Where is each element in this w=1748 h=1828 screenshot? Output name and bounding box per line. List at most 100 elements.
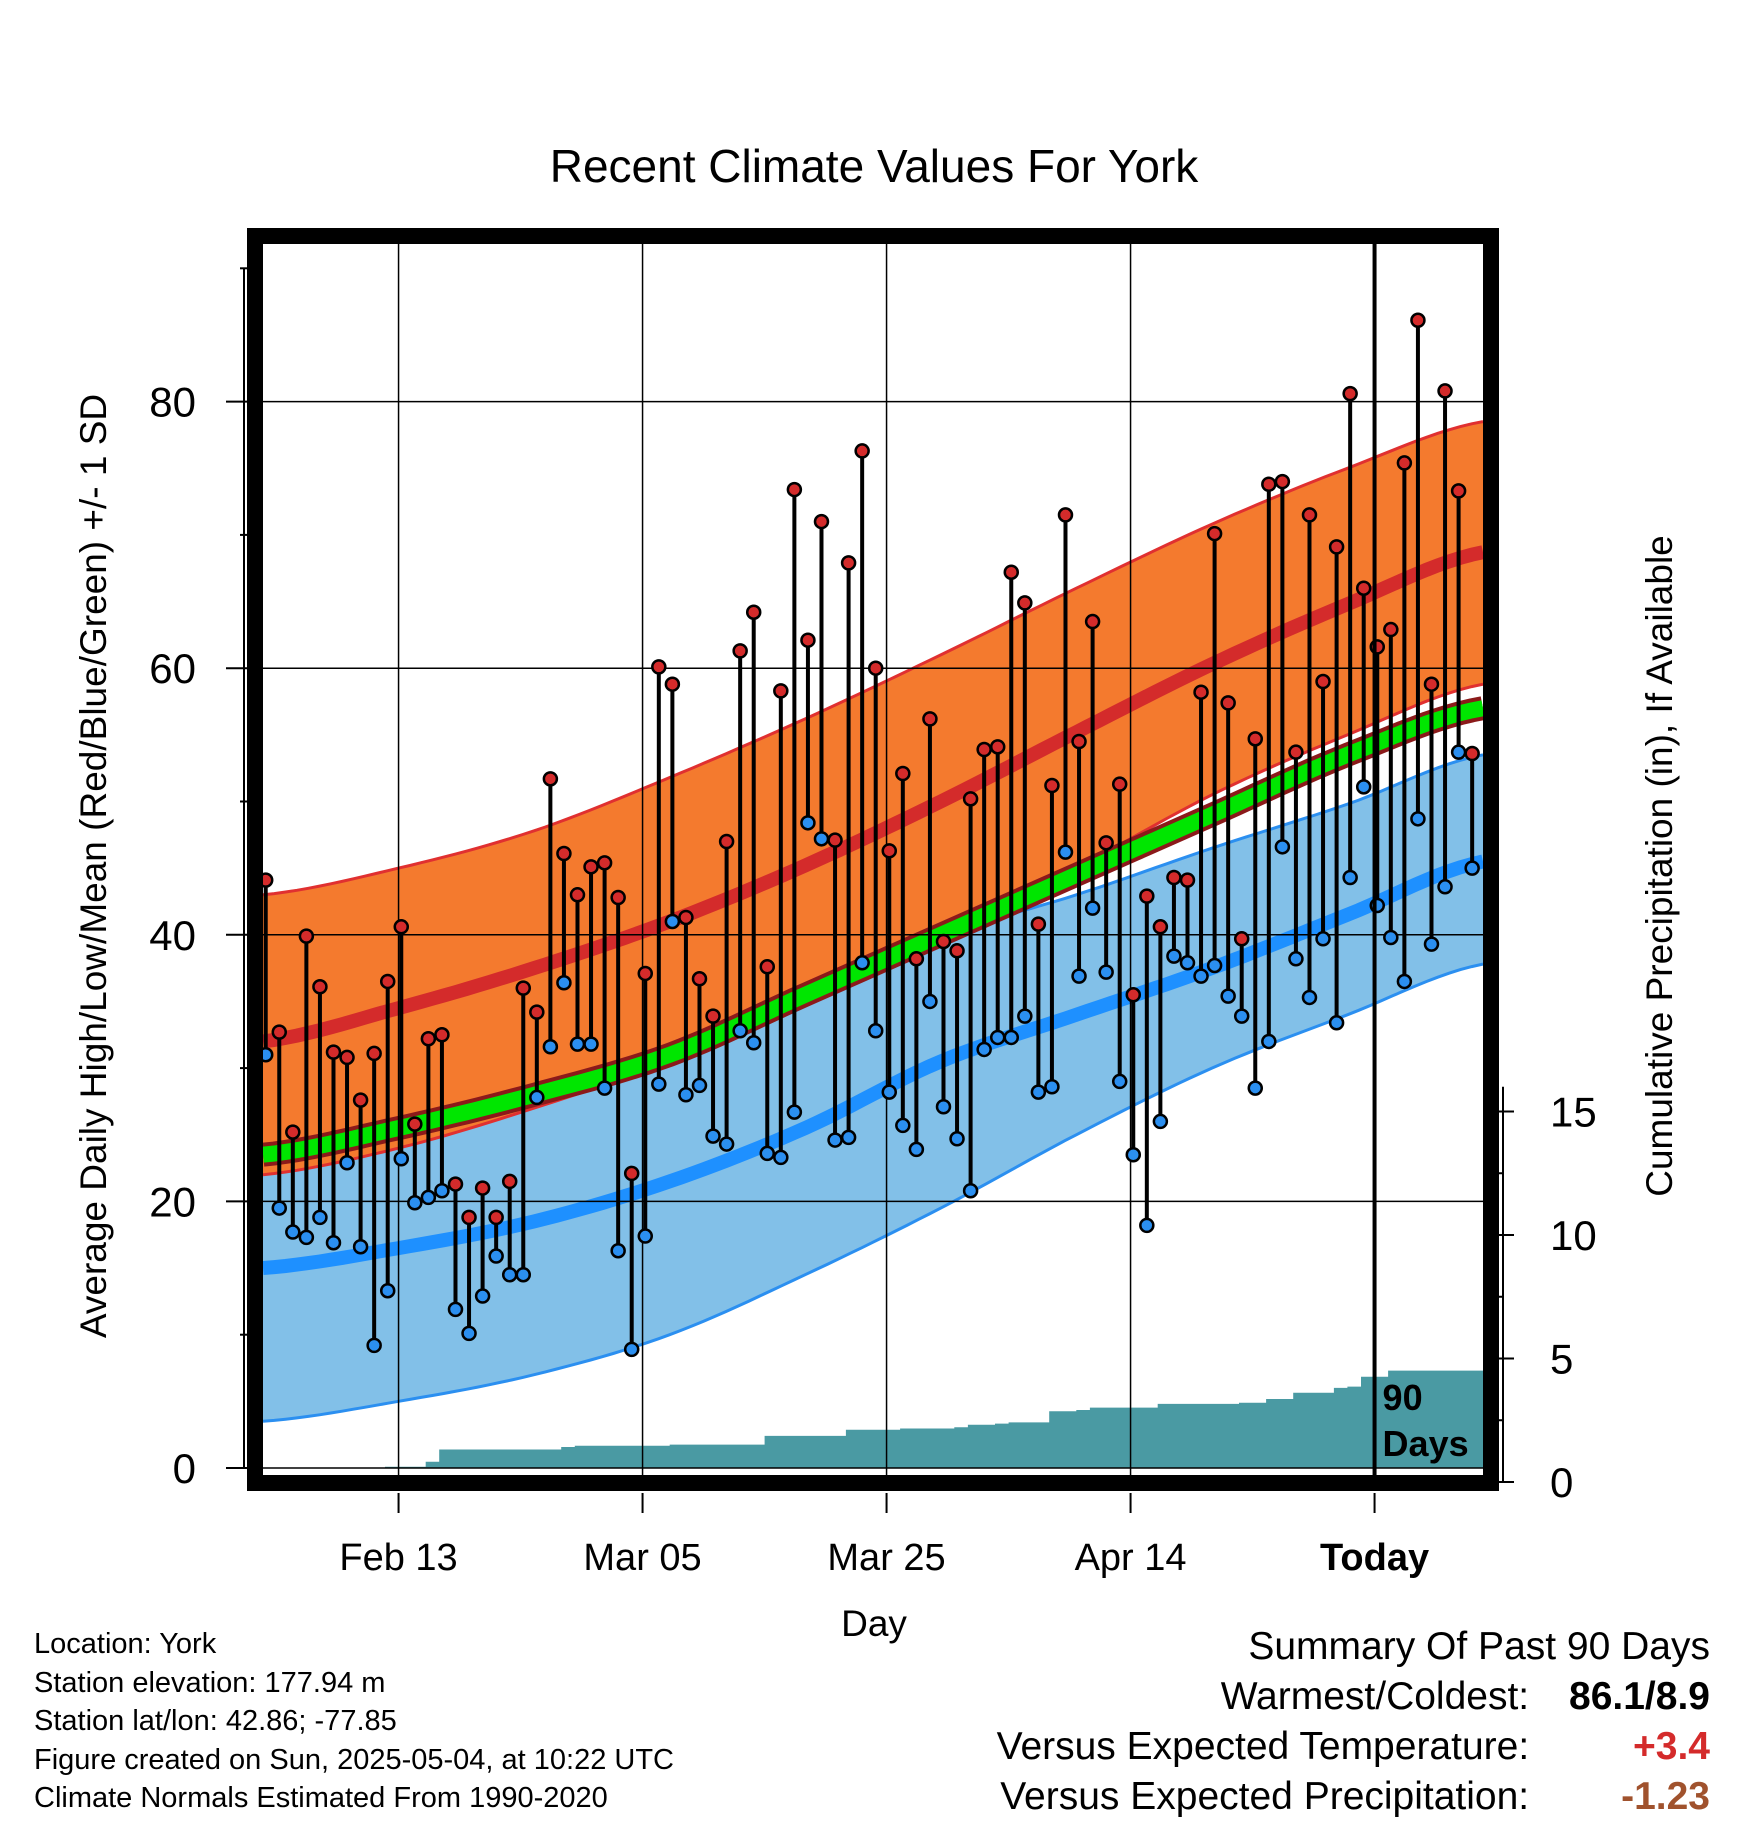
daily-low-point (867, 1023, 884, 1039)
low-lower-line (263, 962, 1483, 1423)
warmest-value: 86.1/8.9 (1569, 1675, 1710, 1718)
daily-low-point (529, 1089, 545, 1106)
daily-low-point (263, 1047, 274, 1063)
daily-low-point (583, 1036, 599, 1052)
daily-high-point (1383, 621, 1399, 638)
daily-high-point (691, 971, 708, 987)
x-tick-label: Mar 05 (583, 1537, 701, 1579)
created-text: Figure created on Sun, 2025-05-04, at 10… (34, 1743, 674, 1776)
daily-low-point (285, 1224, 301, 1240)
daily-low-point (935, 1099, 952, 1115)
high-upper-line (263, 420, 1483, 897)
daily-low-point (1261, 1033, 1277, 1050)
daily-high-point (1098, 835, 1114, 851)
summary-title: Summary Of Past 90 Days (1248, 1625, 1710, 1668)
daily-high-point (1423, 676, 1440, 692)
daily-high-point (1410, 312, 1426, 329)
daily-high-point (366, 1045, 382, 1062)
daily-low-point (1383, 929, 1399, 946)
daily-high-point (1139, 888, 1155, 904)
y2-tick-label: 15 (1550, 1089, 1597, 1136)
daily-low-point (1071, 968, 1087, 984)
daily-high-point (623, 1165, 640, 1182)
daily-high-point (569, 887, 586, 903)
daily-low-point (759, 1145, 776, 1162)
x-tick-label: Today (1320, 1537, 1429, 1579)
x-axis-label: Day (841, 1603, 907, 1644)
daily-low-point (610, 1242, 626, 1259)
daily-low-point (1179, 955, 1196, 971)
daily-high-point (962, 791, 979, 807)
daily-low-point (637, 1228, 654, 1244)
daily-high-point (379, 973, 396, 990)
daily-low-point (379, 1282, 396, 1299)
daily-high-point (705, 1008, 721, 1024)
warmest-label: Warmest/Coldest: (1220, 1675, 1530, 1718)
daily-low-point (515, 1266, 532, 1283)
high-mean-line (263, 545, 1483, 1049)
daily-low-point (1274, 839, 1291, 855)
daily-low-point (1057, 844, 1074, 860)
daily-low-point (1003, 1029, 1020, 1046)
daily-high-point (922, 711, 938, 727)
daily-low-point (420, 1189, 437, 1206)
daily-low-point (962, 1182, 979, 1199)
temp-label: Versus Expected Temperature: (996, 1725, 1530, 1768)
daily-low-point (813, 831, 830, 847)
daily-low-point (718, 1136, 735, 1152)
daily-low-point (895, 1117, 911, 1134)
y2-tick-label: 10 (1550, 1212, 1597, 1259)
daily-high-point (1084, 613, 1101, 630)
elevation-text: Station elevation: 177.94 m (34, 1666, 386, 1699)
daily-low-point (1423, 936, 1440, 952)
daily-low-point (786, 1104, 803, 1120)
daily-high-point (271, 1024, 288, 1040)
daily-high-point (678, 909, 694, 926)
daily-low-point (732, 1023, 748, 1039)
location-text: Location: York (34, 1628, 217, 1660)
daily-low-point (1125, 1146, 1142, 1163)
daily-low-point (1328, 1015, 1345, 1031)
daily-low-point (976, 1041, 992, 1058)
mean-line (263, 700, 1483, 1163)
daily-high-point (1193, 684, 1209, 700)
precip-area (263, 1370, 1483, 1468)
daily-low-point (1152, 1113, 1169, 1130)
daily-low-point (271, 1200, 288, 1216)
daily-low-point (556, 975, 572, 991)
daily-low-point (949, 1130, 965, 1147)
daily-high-point (1030, 916, 1047, 932)
daily-high-point (867, 660, 884, 676)
summary-warmest-row: Warmest/Coldest: 86.1/8.9 (997, 1672, 1710, 1722)
daily-low-point (1044, 1079, 1060, 1095)
daily-high-point (895, 765, 911, 782)
daily-high-point (745, 604, 762, 620)
daily-low-point (393, 1150, 410, 1167)
daily-low-point (1464, 860, 1480, 876)
daily-low-point (1301, 989, 1318, 1006)
daily-low-point (1247, 1080, 1264, 1096)
y2-axis-label: Cumulative Precipitation (in), If Availa… (1639, 535, 1680, 1197)
daily-low-point (922, 993, 938, 1010)
y-tick-label: 0 (173, 1445, 196, 1492)
daily-high-point (1206, 525, 1223, 542)
daily-high-point (325, 1044, 342, 1060)
daily-high-point (1017, 595, 1033, 611)
daily-high-point (1274, 473, 1291, 490)
daily-high-point (596, 855, 613, 871)
daily-high-point (393, 919, 410, 935)
daily-low-point (461, 1325, 477, 1342)
today-marker-label: Days (1383, 1423, 1469, 1464)
summary-temp-row: Versus Expected Temperature: +3.4 (997, 1722, 1710, 1772)
daily-high-point (1342, 385, 1358, 402)
daily-low-point (312, 1209, 328, 1226)
low-mean-line (263, 854, 1483, 1275)
daily-high-point (263, 872, 274, 888)
daily-high-point (1125, 987, 1142, 1003)
daily-low-point (881, 1084, 898, 1100)
daily-low-point (1396, 973, 1413, 990)
daily-high-point (718, 833, 735, 850)
y-tick-label: 20 (149, 1178, 196, 1225)
daily-high-point (949, 943, 965, 959)
